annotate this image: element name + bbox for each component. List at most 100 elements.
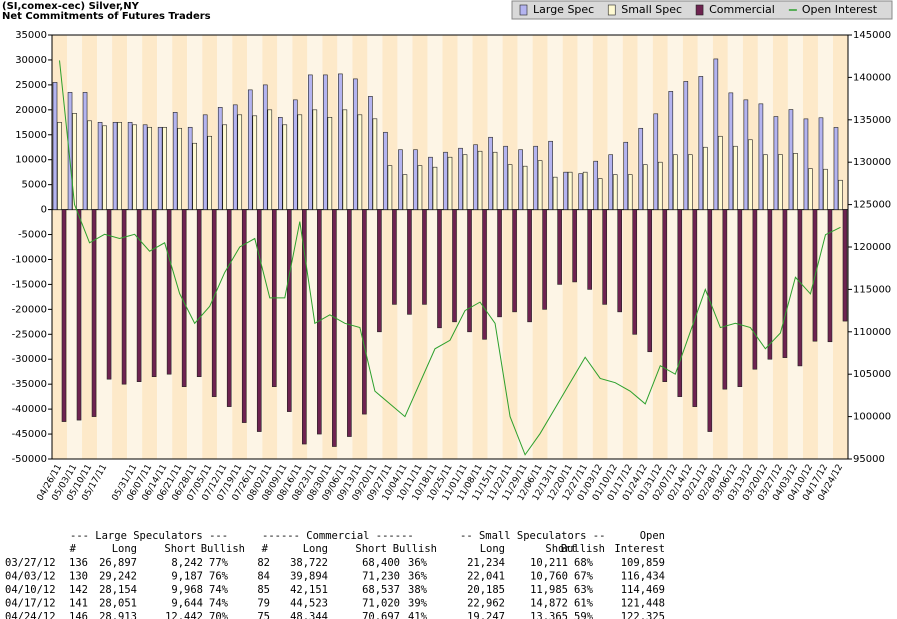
bar <box>377 209 382 333</box>
bar <box>332 209 337 447</box>
bar <box>87 120 92 210</box>
legend-label: Open Interest <box>802 3 878 16</box>
y2-tick-label: 145000 <box>853 30 891 41</box>
band <box>457 35 473 459</box>
bar <box>247 89 253 210</box>
y-tick-label: -25000 <box>12 329 47 340</box>
bar <box>842 209 848 322</box>
bar <box>773 116 779 210</box>
bar <box>282 124 288 210</box>
group-header: Open <box>640 530 665 542</box>
bar <box>57 121 62 210</box>
bar <box>462 154 468 210</box>
bar <box>527 209 532 323</box>
y-tick-label: 35000 <box>15 30 47 41</box>
bar <box>267 109 273 210</box>
bar <box>703 146 708 210</box>
bar <box>593 160 598 210</box>
bar <box>357 114 363 210</box>
y2-tick-label: 125000 <box>853 200 891 211</box>
bar <box>127 121 133 210</box>
bar <box>323 74 328 210</box>
bar <box>196 209 202 377</box>
band <box>502 35 518 459</box>
bar <box>672 154 678 210</box>
bar <box>121 209 127 385</box>
band <box>532 35 548 459</box>
bar <box>277 117 283 210</box>
bar <box>241 209 247 423</box>
cell: 22,962 <box>467 598 505 610</box>
y-tick-label: 10000 <box>15 155 47 166</box>
chart-subtitle: Net Commitments of Futures Traders <box>2 11 211 22</box>
group-header: -- Small Speculators -- <box>460 530 605 542</box>
band <box>622 35 638 459</box>
bar <box>327 117 333 210</box>
bar <box>818 117 824 210</box>
cell: 79 <box>257 598 270 610</box>
bar <box>733 145 738 210</box>
cell: 141 <box>69 598 88 610</box>
bar <box>653 113 659 210</box>
cell: 10,211 <box>530 557 568 569</box>
bar <box>437 209 442 329</box>
cell: 77% <box>209 557 229 569</box>
bar <box>587 209 592 290</box>
bar <box>748 139 753 210</box>
cell: 84 <box>257 571 270 583</box>
column-header: # <box>262 543 269 555</box>
column-header: Bullish <box>393 543 437 555</box>
cell: 14,872 <box>530 598 568 610</box>
bar <box>632 209 638 335</box>
column-header: Interest <box>614 543 665 555</box>
cell: 114,469 <box>621 584 665 596</box>
bar <box>166 209 172 375</box>
bar <box>52 82 58 210</box>
bar <box>563 171 568 210</box>
row-date: 03/27/12 <box>5 557 56 569</box>
cell: 9,644 <box>171 598 203 610</box>
bar <box>368 96 373 210</box>
bar <box>222 124 228 210</box>
cell: 68,400 <box>362 557 400 569</box>
cell: 48,344 <box>290 611 328 619</box>
bar <box>662 209 668 382</box>
chart-title: (SI,comex-cec) Silver,NY <box>2 1 140 12</box>
cell: 121,448 <box>621 598 665 610</box>
bar <box>803 118 809 210</box>
legend-label: Small Spec <box>621 3 682 16</box>
bar <box>422 209 427 305</box>
bar <box>372 118 378 210</box>
cell: 136 <box>69 557 88 569</box>
bar <box>67 92 73 210</box>
cell: 146 <box>69 611 88 619</box>
cell: 13,365 <box>530 611 568 619</box>
bar <box>722 209 728 390</box>
bar <box>392 209 397 305</box>
cell: 82 <box>257 557 270 569</box>
legend-swatch <box>607 4 616 16</box>
bar <box>683 81 689 210</box>
y2-tick-label: 95000 <box>853 454 885 465</box>
y-tick-label: 20000 <box>15 105 47 116</box>
bar <box>608 154 614 210</box>
bar <box>752 209 758 370</box>
cell: 28,913 <box>99 611 137 619</box>
band <box>427 35 443 459</box>
legend-label: Large Spec <box>533 3 594 16</box>
y2-tick-label: 120000 <box>853 242 891 253</box>
bar <box>458 147 463 210</box>
bar <box>428 156 433 210</box>
cell: 28,154 <box>99 584 137 596</box>
bar <box>398 149 403 210</box>
bar <box>91 209 97 417</box>
bar <box>823 168 828 210</box>
bar <box>362 209 367 415</box>
bar <box>207 135 212 210</box>
cell: 9,968 <box>171 584 203 596</box>
cell: 9,187 <box>171 571 203 583</box>
y-tick-label: -45000 <box>12 429 47 440</box>
cell: 67% <box>574 571 594 583</box>
cell: 75 <box>257 611 270 619</box>
bar <box>537 160 543 210</box>
